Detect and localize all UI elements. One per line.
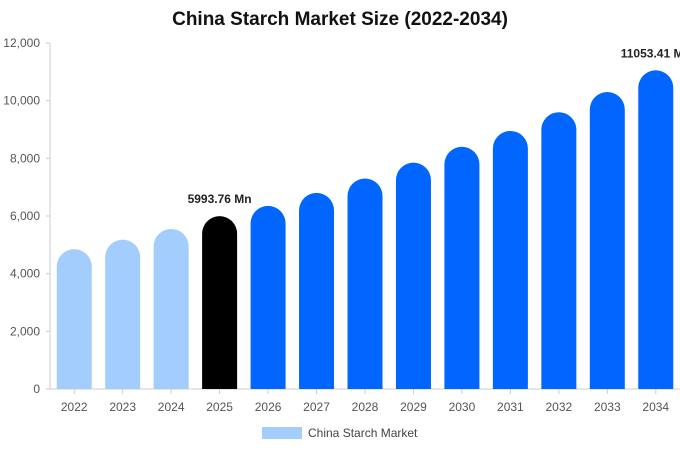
x-tick-label-2024: 2024 [158,400,185,414]
data-label-2034: 11053.41 Mn [621,46,680,60]
bar-2030 [444,146,480,389]
x-tick-label-2034: 2034 [642,400,669,414]
y-tick-label: 10,000 [3,94,40,108]
y-tick-label: 12,000 [3,36,40,50]
x-tick-label-2031: 2031 [497,400,524,414]
bar-2023 [105,239,141,389]
bar-2033 [589,92,625,390]
bar-2025 [202,216,238,389]
x-tick-label-2029: 2029 [400,400,427,414]
legend: China Starch Market [262,426,417,440]
x-tick-label-2023: 2023 [109,400,136,414]
legend-label: China Starch Market [308,426,418,440]
bar-2024 [153,228,189,389]
bar-2022 [56,249,92,389]
x-tick-label-2030: 2030 [449,400,476,414]
bar-2027 [299,192,335,389]
bar-2029 [395,162,431,389]
data-label-2025: 5993.76 Mn [188,192,252,206]
y-tick-label: 0 [33,382,40,396]
x-tick-label-2032: 2032 [545,400,572,414]
y-tick-label: 8,000 [10,151,40,165]
chart-title: China Starch Market Size (2022-2034) [172,9,508,30]
x-tick-label-2027: 2027 [303,400,330,414]
x-tick-label-2028: 2028 [352,400,379,414]
x-tick-label-2025: 2025 [206,400,233,414]
y-tick-label: 6,000 [10,209,40,223]
bar-2032 [541,112,577,389]
y-tick-label: 4,000 [10,267,40,281]
x-tick-label-2033: 2033 [594,400,621,414]
x-tick-label-2026: 2026 [255,400,282,414]
bar-2028 [347,178,383,389]
bar-2026 [250,205,286,389]
legend-swatch [262,427,302,439]
y-tick-label: 2,000 [10,324,40,338]
bar-2031 [492,130,528,390]
x-tick-label-2022: 2022 [61,400,88,414]
bar-2034 [638,70,674,390]
